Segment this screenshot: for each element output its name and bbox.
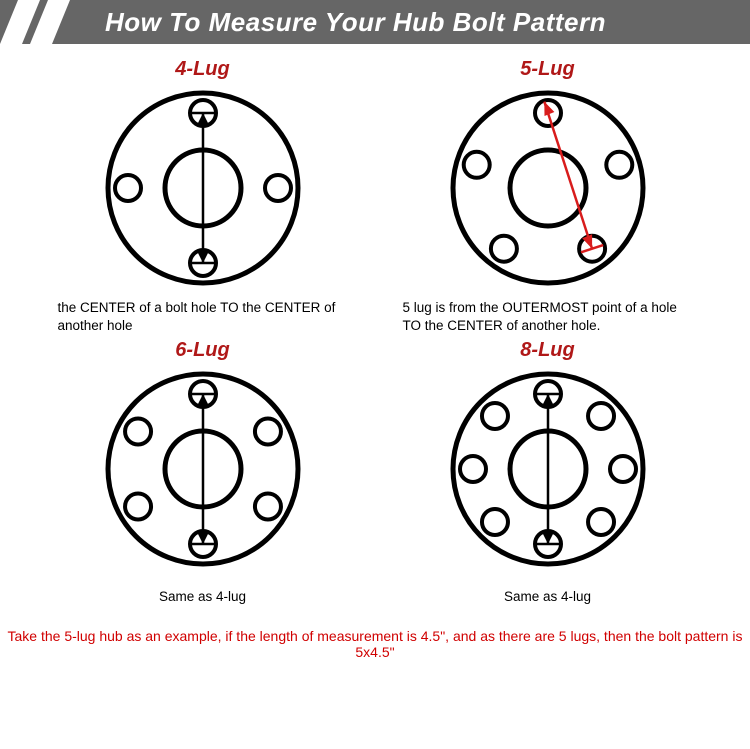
hub-8lug-diagram [433,364,663,574]
header-slash-icon [0,0,100,44]
hub-6lug-diagram [88,364,318,574]
panel-8lug-caption: Same as 4-lug [403,588,693,606]
diagram-grid: 4-Lug the CENTER of a bolt hole TO the C… [0,44,750,622]
hub-4lug-diagram [88,83,318,293]
panel-6lug-caption: Same as 4-lug [58,588,348,606]
panel-6lug-title: 6-Lug [175,339,229,362]
hub-5lug-diagram [433,83,663,293]
panel-8lug: 8-Lug Same as 4-lug [375,335,720,616]
panel-8lug-title: 8-Lug [520,339,574,362]
panel-5lug-caption: 5 lug is from the OUTERMOST point of a h… [403,299,693,335]
header-bar: How To Measure Your Hub Bolt Pattern [0,0,750,44]
panel-4lug-caption: the CENTER of a bolt hole TO the CENTER … [58,299,348,335]
panel-6lug: 6-Lug Same as 4-lug [30,335,375,616]
panel-5lug-title: 5-Lug [520,58,574,81]
footer-note: Take the 5-lug hub as an example, if the… [0,622,750,660]
panel-4lug-title: 4-Lug [175,58,229,81]
header-title: How To Measure Your Hub Bolt Pattern [105,7,606,38]
panel-4lug: 4-Lug the CENTER of a bolt hole TO the C… [30,54,375,335]
panel-5lug: 5-Lug 5 lug is from the OUTERMOST point [375,54,720,335]
